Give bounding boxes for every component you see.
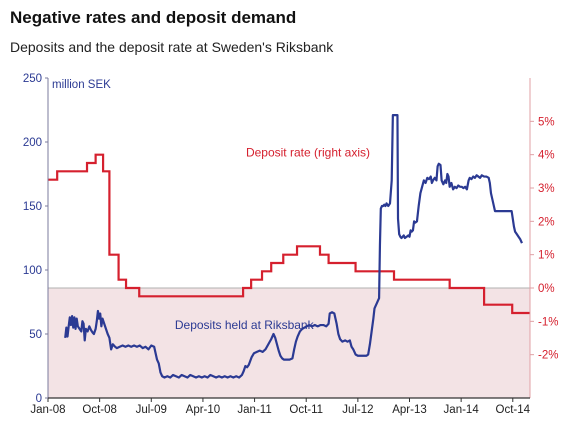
chart-title: Negative rates and deposit demand [10,8,297,27]
left-axis-tick-labels: 0 50 100 150 200 250 [23,73,48,405]
right-tick-label: -1% [538,316,558,328]
series-label-deposits: Deposits held at Riksbank [175,318,315,332]
x-tick-label: Oct-14 [496,404,531,416]
chart-subtitle: Deposits and the deposit rate at Sweden'… [10,39,334,55]
left-tick-label: 0 [36,393,42,405]
series-line-deposits [64,114,523,379]
right-tick-label: 0% [538,283,555,295]
right-tick-label: 4% [538,150,555,162]
negative-rate-zone [48,288,530,398]
left-tick-label: 250 [23,73,42,85]
x-tick-label: Apr-13 [392,404,427,416]
x-tick-label: Jan-08 [30,404,65,416]
left-axis-unit-label: million SEK [52,79,111,91]
x-tick-label: Apr-10 [186,404,221,416]
x-tick-label: Jul-09 [136,404,167,416]
x-tick-label: Oct-11 [289,404,323,416]
right-axis-tick-labels: -2% -1% 0% 1% 2% 3% 4% 5% [530,116,558,362]
x-tick-label: Jan-14 [444,404,480,416]
x-axis-ticks [47,398,514,402]
right-tick-label: -2% [538,350,558,362]
right-tick-label: 1% [538,250,555,262]
left-tick-label: 200 [23,137,42,149]
x-tick-label: Jan-11 [237,404,271,416]
x-axis-tick-labels: Jan-08 Oct-08 Jul-09 Apr-10 Jan-11 Oct-11 Jul-… [30,404,530,416]
right-tick-label: 2% [538,216,555,228]
left-tick-label: 100 [23,265,42,277]
series-label-deposit-rate: Deposit rate (right axis) [246,145,370,159]
series-line-deposit-rate [48,153,530,315]
right-tick-label: 5% [538,116,555,128]
x-tick-label: Oct-08 [82,404,117,416]
x-tick-label: Jul-12 [342,404,373,416]
left-tick-label: 150 [23,201,42,213]
left-tick-label: 50 [29,329,42,341]
right-tick-label: 3% [538,183,555,195]
